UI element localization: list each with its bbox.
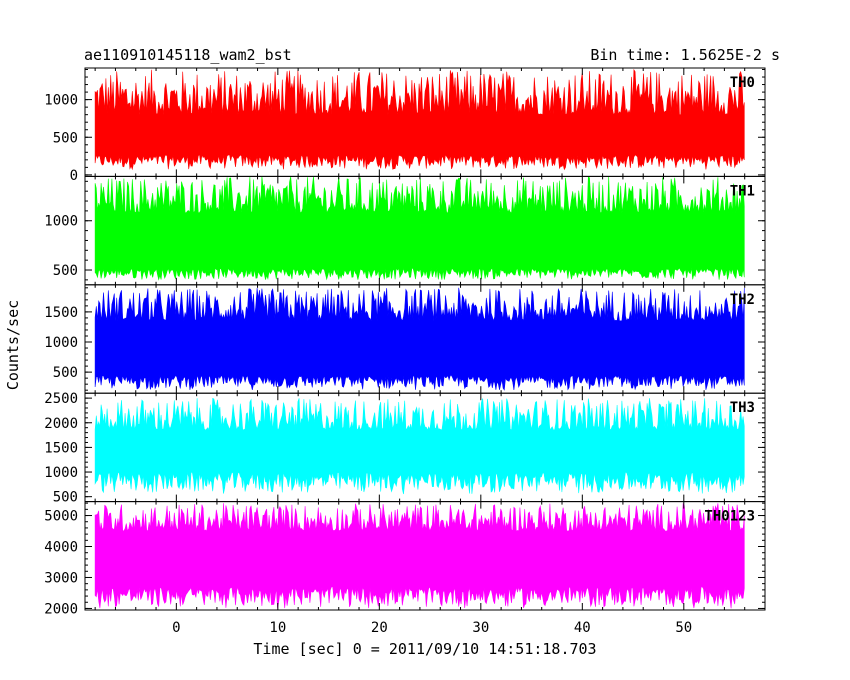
series-label-th0123: TH0123 xyxy=(704,509,755,525)
series-label-th3: TH3 xyxy=(730,400,755,416)
panel-frame xyxy=(84,501,766,611)
series-label-th2: TH2 xyxy=(730,292,755,308)
y-tick-label: 2500 xyxy=(44,391,78,407)
series-th3-trace xyxy=(94,397,745,495)
series-label-th0: TH0 xyxy=(730,75,755,91)
series-label-th1: TH1 xyxy=(730,183,755,199)
y-tick-label: 500 xyxy=(53,130,78,146)
y-tick-label: 4000 xyxy=(44,540,78,556)
y-tick-label: 1000 xyxy=(44,93,78,109)
y-tick-label: 500 xyxy=(53,490,78,506)
x-tick-label: 0 xyxy=(172,620,180,636)
x-tick-label: 30 xyxy=(472,620,489,636)
y-tick-label: 3000 xyxy=(44,570,78,586)
panel-th0123: 2000 3000 4000 5000 TH0123 xyxy=(44,501,766,617)
panel-th1: 500 1000 TH1 xyxy=(44,175,766,286)
chart-title: ae110910145118_wam2_bst xyxy=(84,46,292,64)
y-tick-label: 1500 xyxy=(44,305,78,321)
series-th0-trace xyxy=(94,68,745,171)
x-tick-label: 20 xyxy=(371,620,388,636)
y-tick-label: 0 xyxy=(70,168,78,184)
chart-subtitle: Bin time: 1.5625E-2 s xyxy=(590,46,780,64)
x-tick-label: 50 xyxy=(675,620,692,636)
y-tick-label: 1500 xyxy=(44,440,78,456)
y-tick-label: 500 xyxy=(53,365,78,381)
series-th2-trace xyxy=(94,287,745,391)
panel-th2: 500 1000 1500 TH2 xyxy=(44,284,766,394)
y-axis-label: Counts/sec xyxy=(4,300,22,390)
x-axis-label: Time [sec] 0 = 2011/09/10 14:51:18.703 xyxy=(253,640,596,658)
panels: 0 500 1000 TH0 500 1000 TH1 500 1000 1500 TH2 500 10… xyxy=(44,67,766,617)
panel-th3: 500 1000 1500 2000 2500 TH3 xyxy=(44,391,766,506)
series-th0123-trace xyxy=(94,502,745,609)
x-tick-label: 40 xyxy=(574,620,591,636)
y-tick-label: 5000 xyxy=(44,509,78,525)
x-axis: 0 10 20 30 40 50 xyxy=(172,620,692,636)
y-tick-label: 2000 xyxy=(44,601,78,617)
panel-th0: 0 500 1000 TH0 xyxy=(44,67,766,184)
y-tick-label: 1000 xyxy=(44,335,78,351)
y-tick-label: 1000 xyxy=(44,465,78,481)
x-tick-label: 10 xyxy=(269,620,286,636)
series-th1-trace xyxy=(94,176,745,281)
y-tick-label: 1000 xyxy=(44,214,78,230)
y-tick-label: 500 xyxy=(53,263,78,279)
y-tick-label: 2000 xyxy=(44,416,78,432)
